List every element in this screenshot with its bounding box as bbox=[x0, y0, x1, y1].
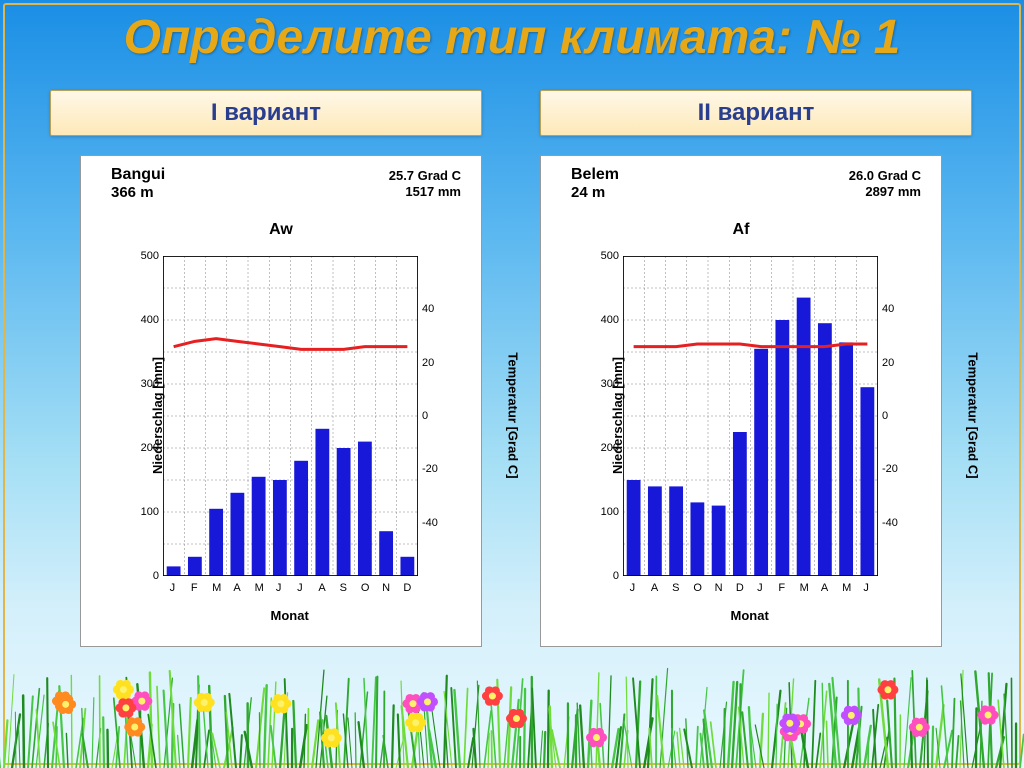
station-elevation-right: 24 m bbox=[571, 184, 605, 201]
chart-plot-left bbox=[163, 256, 418, 576]
y-right-tick-right: -20 bbox=[882, 463, 898, 475]
variant-left-label: I вариант bbox=[211, 99, 321, 127]
month-label-left: A bbox=[233, 582, 240, 594]
precip-total-left: 1517 mm bbox=[405, 184, 461, 199]
y-left-tick-right: 400 bbox=[601, 314, 619, 326]
y-left-label-right: Niederschlag [mm] bbox=[610, 357, 625, 474]
month-label-left: J bbox=[170, 582, 176, 594]
y-left-tick-left: 500 bbox=[141, 250, 159, 262]
climate-type-right: Af bbox=[541, 221, 941, 239]
y-right-tick-right: 20 bbox=[882, 357, 894, 369]
month-label-right: A bbox=[821, 582, 828, 594]
y-left-label-left: Niederschlag [mm] bbox=[150, 357, 165, 474]
grass-decoration bbox=[0, 648, 1024, 768]
y-left-tick-left: 0 bbox=[153, 570, 159, 582]
month-label-right: F bbox=[778, 582, 785, 594]
x-label-left: Monat bbox=[271, 608, 309, 623]
month-label-right: N bbox=[715, 582, 723, 594]
y-right-tick-left: 40 bbox=[422, 303, 434, 315]
month-label-right: J bbox=[630, 582, 636, 594]
slide: Определите тип климата: № 1 I вариант II… bbox=[0, 0, 1024, 768]
y-left-tick-left: 400 bbox=[141, 314, 159, 326]
y-right-label-right: Temperatur [Grad C] bbox=[966, 352, 981, 478]
month-label-right: M bbox=[842, 582, 851, 594]
chart-panel-right: Belem24 m26.0 Grad C2897 mmAf01002003004… bbox=[540, 155, 942, 647]
y-right-tick-left: -20 bbox=[422, 463, 438, 475]
month-label-left: J bbox=[276, 582, 282, 594]
y-right-tick-left: 0 bbox=[422, 410, 428, 422]
month-label-left: M bbox=[255, 582, 264, 594]
variant-box-left: I вариант bbox=[50, 90, 482, 136]
month-label-left: J bbox=[297, 582, 303, 594]
station-name-right: Belem bbox=[571, 166, 619, 184]
y-right-tick-left: -40 bbox=[422, 517, 438, 529]
month-label-right: M bbox=[800, 582, 809, 594]
y-left-tick-right: 500 bbox=[601, 250, 619, 262]
temp-avg-right: 26.0 Grad C bbox=[849, 168, 921, 183]
month-label-left: A bbox=[318, 582, 325, 594]
y-right-tick-right: 40 bbox=[882, 303, 894, 315]
slide-title: Определите тип климата: № 1 bbox=[0, 10, 1024, 65]
station-name-left: Bangui bbox=[111, 166, 165, 184]
month-label-right: J bbox=[863, 582, 869, 594]
x-label-right: Monat bbox=[731, 608, 769, 623]
station-elevation-left: 366 m bbox=[111, 184, 154, 201]
y-left-tick-right: 100 bbox=[601, 506, 619, 518]
y-right-tick-right: -40 bbox=[882, 517, 898, 529]
month-label-right: O bbox=[693, 582, 702, 594]
month-label-left: D bbox=[403, 582, 411, 594]
month-label-right: S bbox=[672, 582, 679, 594]
y-left-tick-left: 100 bbox=[141, 506, 159, 518]
temp-avg-left: 25.7 Grad C bbox=[389, 168, 461, 183]
chart-panel-left: Bangui366 m25.7 Grad C1517 mmAw010020030… bbox=[80, 155, 482, 647]
variant-right-label: II вариант bbox=[698, 99, 815, 127]
month-label-left: O bbox=[361, 582, 370, 594]
variant-box-right: II вариант bbox=[540, 90, 972, 136]
month-label-left: F bbox=[191, 582, 198, 594]
month-label-right: J bbox=[757, 582, 763, 594]
y-right-tick-right: 0 bbox=[882, 410, 888, 422]
month-label-right: D bbox=[736, 582, 744, 594]
precip-total-right: 2897 mm bbox=[865, 184, 921, 199]
month-label-left: N bbox=[382, 582, 390, 594]
chart-plot-right bbox=[623, 256, 878, 576]
y-right-label-left: Temperatur [Grad C] bbox=[506, 352, 521, 478]
month-label-left: M bbox=[212, 582, 221, 594]
climate-type-left: Aw bbox=[81, 221, 481, 239]
y-left-tick-right: 0 bbox=[613, 570, 619, 582]
month-label-right: A bbox=[651, 582, 658, 594]
y-right-tick-left: 20 bbox=[422, 357, 434, 369]
month-label-left: S bbox=[340, 582, 347, 594]
